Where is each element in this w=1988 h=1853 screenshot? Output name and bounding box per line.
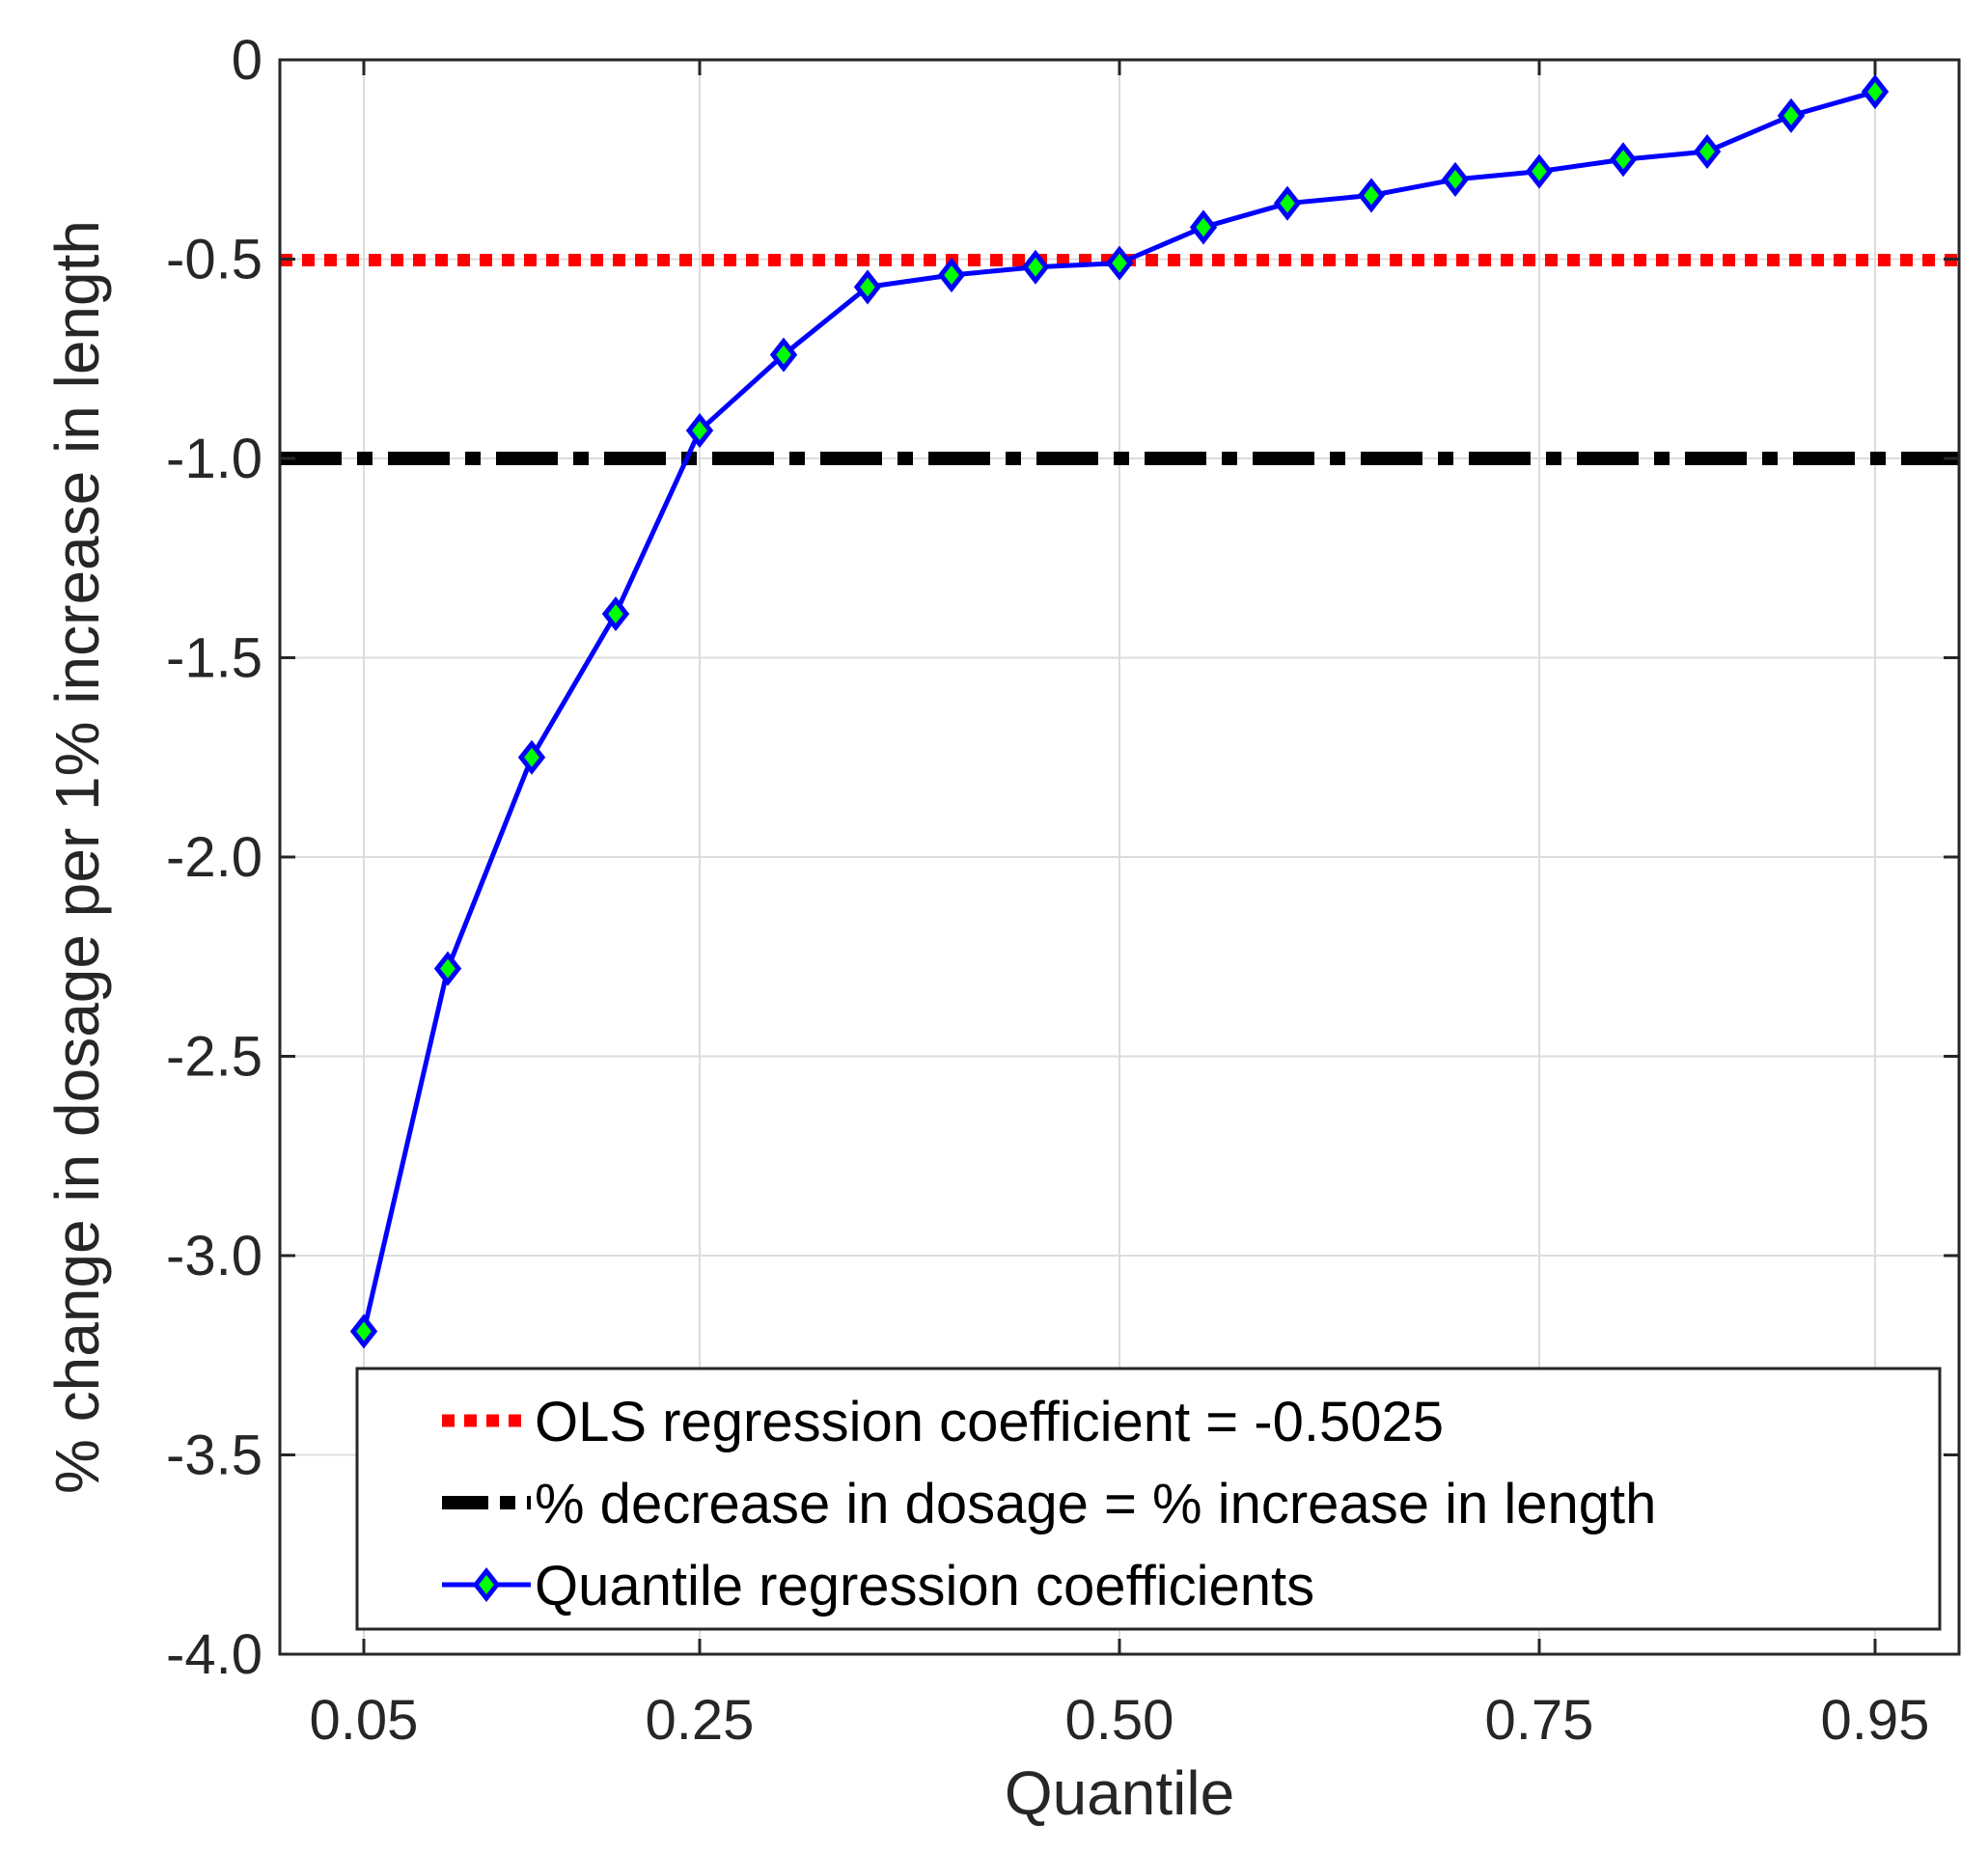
legend-label-quantile: Quantile regression coefficients [535,1555,1314,1618]
quantile-marker-10 [1189,209,1218,245]
quantile-marker-6 [853,269,882,305]
y-tick-label-2: -1.0 [166,428,262,490]
ticks-layer [280,58,1959,1656]
quantile-marker-15 [1609,142,1638,178]
quantile-marker-18 [1861,73,1890,110]
y-tick-label-5: -2.5 [166,1026,262,1089]
y-tick-label-3: -1.5 [166,627,262,690]
quantile-marker-9 [1105,245,1134,281]
quantile-marker-12 [1357,178,1386,213]
quantile-marker-8 [1021,249,1050,285]
y-tick-label-7: -3.5 [166,1424,262,1487]
y-tick-label-0: 0 [232,29,262,92]
reference-lines [280,254,1959,465]
quantile-marker-0 [349,1314,378,1349]
quantile-marker-16 [1693,133,1722,170]
quantile-marker-11 [1273,185,1302,221]
quantile-marker-3 [601,596,630,632]
quantile-marker-2 [517,739,546,775]
quantile-marker-7 [937,257,966,293]
x-tick-label-1: 0.25 [646,1689,755,1752]
quantile-marker-4 [685,413,714,449]
quantile-marker-13 [1441,161,1470,197]
x-tick-label-3: 0.75 [1485,1689,1594,1752]
legend-label-ols: OLS regression coefficient = -0.5025 [535,1391,1444,1453]
quantile-marker-5 [769,337,798,373]
legend-label-equality: % decrease in dosage = % increase in len… [535,1473,1656,1535]
y-tick-label-1: -0.5 [166,229,262,291]
quantile-marker-17 [1777,97,1806,133]
quantile-marker-14 [1525,153,1554,189]
x-tick-label-4: 0.95 [1821,1689,1930,1752]
x-tick-label-0: 0.05 [310,1689,419,1752]
y-tick-label-6: -3.0 [166,1225,262,1287]
quantile-marker-1 [433,951,462,986]
y-axis-title: % change in dosage per 1% increase in le… [42,220,112,1494]
tick-labels-layer: 0 -0.5 -1.0 -1.5 -2.0 -2.5 -3.0 -3.5 -4.0 0.05 0.2… [166,29,1929,1752]
legend: OLS regression coefficient = -0.5025 % d… [355,1367,1942,1631]
x-axis-title: Quantile [1005,1758,1234,1828]
x-tick-label-2: 0.50 [1065,1689,1174,1752]
series-layer [349,73,1890,1349]
y-tick-label-4: -2.0 [166,826,262,889]
y-tick-label-8: -4.0 [166,1623,262,1686]
legend-box [355,1367,1942,1631]
legend-marker-quantile [472,1566,501,1603]
